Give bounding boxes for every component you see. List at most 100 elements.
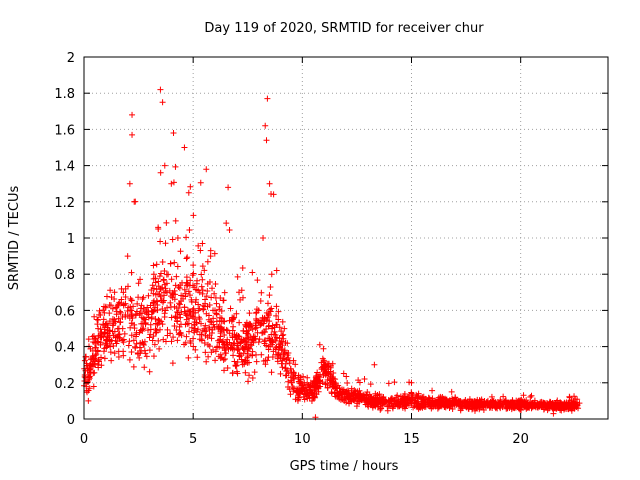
- data-point: [149, 337, 156, 344]
- data-point: [576, 400, 583, 407]
- data-point: [185, 288, 192, 295]
- data-point: [135, 280, 142, 287]
- data-point: [216, 343, 223, 350]
- data-point: [570, 400, 577, 407]
- data-point: [157, 169, 164, 176]
- data-point: [162, 307, 169, 314]
- data-point: [144, 304, 151, 311]
- data-point: [319, 379, 326, 386]
- data-point: [111, 289, 118, 296]
- data-point: [324, 384, 331, 391]
- data-point: [91, 355, 98, 362]
- data-point: [188, 324, 195, 331]
- data-point: [275, 343, 282, 350]
- data-point: [404, 395, 411, 402]
- data-point: [111, 328, 118, 335]
- data-point: [255, 339, 262, 346]
- data-point: [278, 360, 285, 367]
- data-point: [182, 290, 189, 297]
- data-point: [279, 364, 286, 371]
- data-point: [251, 369, 258, 376]
- data-point: [234, 342, 241, 349]
- data-point: [208, 319, 215, 326]
- data-point: [269, 339, 276, 346]
- data-point: [157, 326, 164, 333]
- data-point: [96, 311, 103, 318]
- data-point: [120, 336, 127, 343]
- data-point: [244, 353, 251, 360]
- data-point: [390, 403, 397, 410]
- data-point: [138, 302, 145, 309]
- data-point: [187, 183, 194, 190]
- data-point: [157, 270, 164, 277]
- data-point: [265, 323, 272, 330]
- data-point: [572, 396, 579, 403]
- data-point: [394, 392, 401, 399]
- data-point: [186, 328, 193, 335]
- data-point: [187, 340, 194, 347]
- data-point: [95, 361, 102, 368]
- data-point: [202, 349, 209, 356]
- data-point: [130, 337, 137, 344]
- data-point: [200, 306, 207, 313]
- data-point: [143, 353, 150, 360]
- data-point: [181, 144, 188, 151]
- data-point: [343, 393, 350, 400]
- data-point: [207, 247, 214, 254]
- data-point: [242, 321, 249, 328]
- data-point: [107, 343, 114, 350]
- data-point: [431, 402, 438, 409]
- data-point: [81, 357, 88, 364]
- data-point: [207, 253, 214, 260]
- data-point: [236, 289, 243, 296]
- data-point: [157, 86, 164, 93]
- data-point: [120, 289, 127, 296]
- data-point: [527, 393, 534, 400]
- data-point: [208, 294, 215, 301]
- data-point: [245, 359, 252, 366]
- data-point: [194, 326, 201, 333]
- data-point: [259, 314, 266, 321]
- y-tick-label: 0.8: [54, 268, 75, 283]
- data-point: [103, 293, 110, 300]
- data-point: [83, 362, 90, 369]
- data-point: [150, 290, 157, 297]
- data-point: [549, 403, 556, 410]
- data-point: [332, 385, 339, 392]
- data-point: [117, 318, 124, 325]
- data-point: [280, 355, 287, 362]
- data-point: [282, 339, 289, 346]
- data-point: [273, 267, 280, 274]
- data-point: [104, 333, 111, 340]
- data-point: [141, 364, 148, 371]
- data-point: [194, 354, 201, 361]
- data-point: [371, 402, 378, 409]
- data-point: [539, 401, 546, 408]
- data-point: [278, 328, 285, 335]
- data-point: [159, 99, 166, 106]
- data-point: [172, 291, 179, 298]
- data-point: [161, 292, 168, 299]
- data-point: [371, 361, 378, 368]
- data-point: [157, 286, 164, 293]
- data-point: [275, 316, 282, 323]
- data-point: [294, 397, 301, 404]
- data-point: [171, 259, 178, 266]
- data-point: [187, 277, 194, 284]
- data-point: [503, 405, 510, 412]
- data-point: [517, 406, 524, 413]
- data-point: [152, 275, 159, 282]
- data-point: [102, 340, 109, 347]
- data-point: [85, 336, 92, 343]
- data-point: [394, 398, 401, 405]
- data-point: [353, 403, 360, 410]
- data-point: [263, 317, 270, 324]
- data-point: [168, 338, 175, 345]
- data-point: [220, 356, 227, 363]
- data-point: [198, 336, 205, 343]
- data-point: [142, 350, 149, 357]
- data-point: [383, 398, 390, 405]
- data-point: [313, 391, 320, 398]
- data-point: [248, 322, 255, 329]
- data-point: [167, 260, 174, 267]
